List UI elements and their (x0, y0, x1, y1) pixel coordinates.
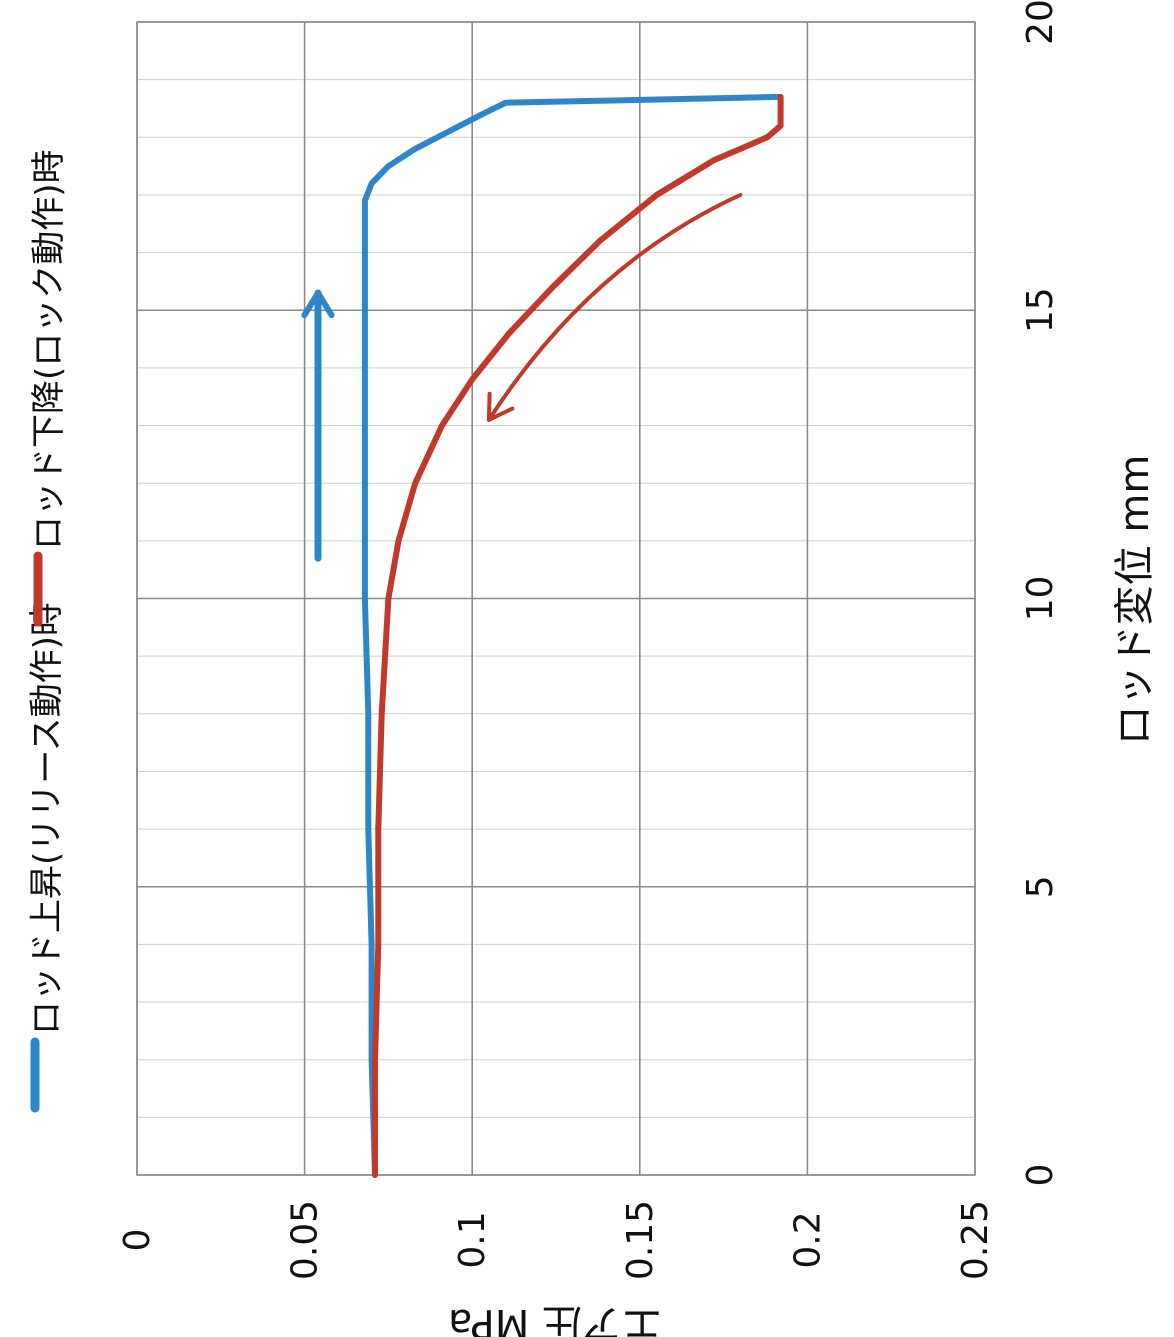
x-tick-label: 20 (1020, 0, 1061, 45)
y-tick-label: 0.05 (285, 1200, 326, 1280)
legend-entry-fall: ロッド下降(ロック動作)時 (29, 149, 69, 550)
y-axis-title: エア圧 MPa (448, 1300, 662, 1337)
y-tick-label: 0.2 (787, 1211, 828, 1268)
y-tick-label: 0 (117, 1229, 158, 1252)
y-tick-label: 0.15 (620, 1200, 661, 1280)
x-tick-label: 5 (1020, 875, 1061, 898)
x-tick-label: 15 (1020, 287, 1061, 333)
y-tick-label: 0.1 (452, 1211, 493, 1268)
legend-entry-rise: ロッド上昇(リリース動作)時 (27, 602, 67, 1035)
series (365, 97, 781, 1175)
x-axis-title: ロッド変位 mm (1112, 455, 1158, 746)
legend: ロッド上昇(リリース動作)時 ロッド下降(ロック動作)時 (27, 149, 69, 1108)
series-line-fall (375, 97, 781, 1175)
series-line-rise (365, 97, 781, 1175)
y-axis-tick-labels: 0 0.05 0.1 0.15 0.2 0.25 (117, 1200, 996, 1280)
annotations (304, 195, 740, 558)
x-axis-tick-labels: 0 5 10 15 20 (1020, 0, 1061, 1186)
y-tick-label: 0.25 (955, 1200, 996, 1280)
fall-arrow-head (489, 394, 512, 420)
x-tick-label: 0 (1020, 1164, 1061, 1187)
grid (137, 22, 975, 1175)
x-tick-label: 10 (1020, 576, 1061, 622)
